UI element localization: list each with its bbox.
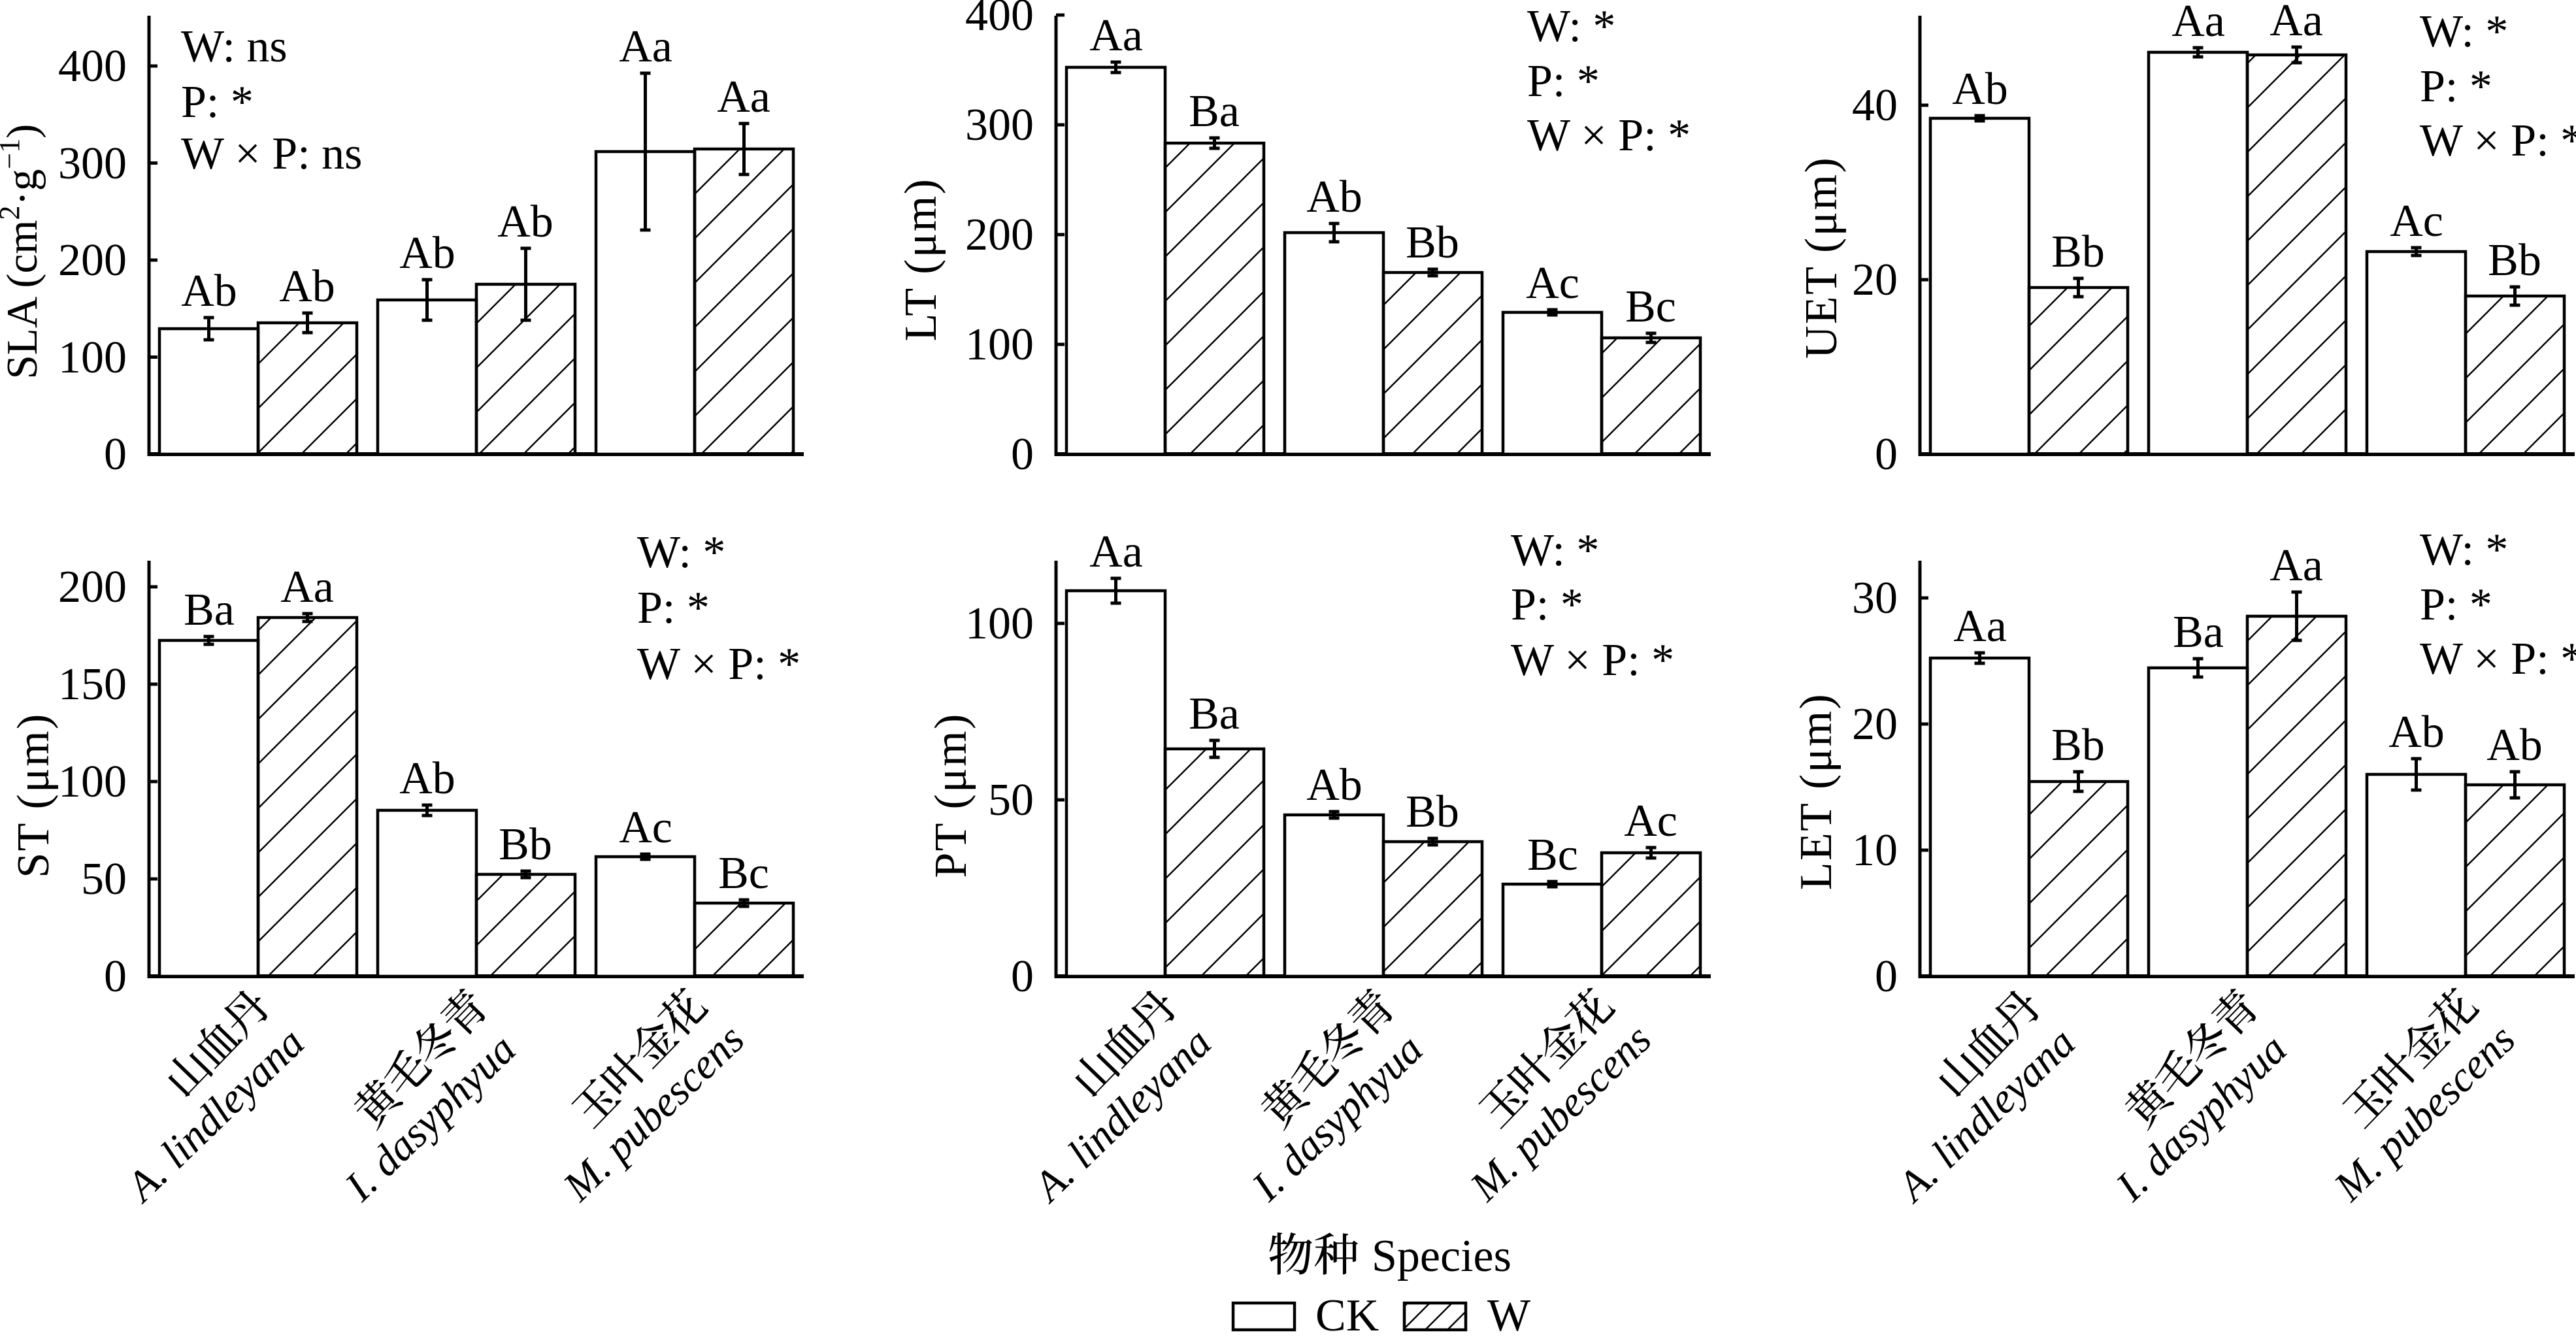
- svg-text:200: 200: [58, 562, 127, 612]
- svg-text:W: *: W: *: [2420, 7, 2508, 57]
- svg-text:P: *: P: *: [1511, 580, 1583, 630]
- svg-text:100: 100: [58, 333, 127, 383]
- svg-text:PT (μm): PT (μm): [926, 712, 976, 878]
- svg-text:50: 50: [988, 775, 1034, 825]
- svg-text:Ac: Ac: [2390, 196, 2443, 246]
- svg-text:0: 0: [1011, 429, 1034, 480]
- svg-text:UET (μm): UET (μm): [1796, 156, 1847, 359]
- svg-text:Aa: Aa: [619, 22, 672, 72]
- svg-text:LET (μm): LET (μm): [1791, 693, 1841, 890]
- svg-text:P: *: P: *: [1527, 56, 1600, 107]
- svg-text:150: 150: [58, 659, 127, 710]
- svg-text:Bc: Bc: [1527, 830, 1578, 880]
- svg-text:Ba: Ba: [2173, 607, 2224, 657]
- svg-text:50: 50: [81, 854, 127, 904]
- svg-text:P: *: P: *: [2420, 580, 2492, 630]
- svg-text:Ac: Ac: [619, 802, 672, 853]
- svg-text:Ab: Ab: [2486, 720, 2543, 770]
- svg-text:W × P: *: W × P: *: [637, 639, 801, 689]
- svg-text:W × P: ns: W × P: ns: [181, 129, 362, 179]
- svg-text:Ab: Ab: [2388, 707, 2445, 757]
- svg-text:P: *: P: *: [637, 583, 710, 633]
- svg-text:CK: CK: [1315, 1291, 1379, 1334]
- svg-text:30: 30: [1852, 573, 1898, 623]
- svg-text:Aa: Aa: [2270, 0, 2323, 46]
- svg-text:0: 0: [104, 951, 127, 1002]
- svg-text:Bc: Bc: [718, 848, 769, 899]
- svg-text:Species: Species: [1372, 1231, 1511, 1281]
- svg-text:20: 20: [1852, 699, 1898, 750]
- svg-text:Bb: Bb: [1406, 218, 1459, 268]
- svg-text:W: *: W: *: [1511, 525, 1599, 576]
- svg-text:100: 100: [58, 757, 127, 807]
- svg-text:Aa: Aa: [1089, 10, 1143, 61]
- svg-text:300: 300: [58, 139, 127, 189]
- svg-text:Ab: Ab: [497, 197, 553, 247]
- svg-text:Aa: Aa: [1089, 527, 1143, 577]
- svg-text:Bb: Bb: [2051, 227, 2105, 277]
- svg-text:200: 200: [965, 210, 1034, 260]
- svg-text:Ab: Ab: [279, 261, 335, 312]
- svg-text:W × P: *: W × P: *: [2420, 116, 2576, 166]
- svg-text:W: *: W: *: [2420, 525, 2508, 575]
- svg-text:Ba: Ba: [1189, 689, 1240, 739]
- svg-text:W × P: *: W × P: *: [1511, 635, 1674, 685]
- svg-text:400: 400: [58, 41, 127, 91]
- svg-text:Aa: Aa: [1953, 601, 2007, 652]
- svg-text:Ab: Ab: [1306, 760, 1362, 810]
- svg-text:Aa: Aa: [2171, 0, 2225, 46]
- svg-text:W: *: W: *: [1527, 1, 1615, 52]
- svg-text:200: 200: [58, 235, 127, 286]
- svg-text:40: 40: [1852, 80, 1898, 131]
- svg-text:Bb: Bb: [2488, 235, 2541, 286]
- svg-text:W × P: *: W × P: *: [2420, 634, 2576, 684]
- svg-text:W: *: W: *: [637, 527, 725, 578]
- svg-text:0: 0: [1875, 951, 1898, 1002]
- svg-text:W × P: *: W × P: *: [1527, 110, 1691, 161]
- svg-text:Ab: Ab: [399, 228, 455, 278]
- svg-text:LT (μm): LT (μm): [896, 178, 946, 342]
- svg-text:10: 10: [1852, 825, 1898, 876]
- svg-text:0: 0: [104, 429, 127, 480]
- svg-text:Ab: Ab: [181, 266, 237, 316]
- svg-text:Ba: Ba: [1189, 86, 1240, 137]
- svg-text:400: 400: [965, 0, 1034, 41]
- svg-text:Bc: Bc: [1625, 282, 1676, 332]
- svg-text:Aa: Aa: [280, 562, 334, 612]
- svg-text:W: ns: W: ns: [181, 22, 288, 72]
- svg-text:100: 100: [965, 599, 1034, 649]
- svg-text:Aa: Aa: [2270, 540, 2323, 591]
- svg-text:100: 100: [965, 320, 1034, 370]
- svg-text:P: *: P: *: [2420, 61, 2492, 112]
- svg-text:300: 300: [965, 100, 1034, 150]
- svg-text:0: 0: [1011, 951, 1034, 1002]
- svg-text:0: 0: [1875, 429, 1898, 480]
- svg-text:Ab: Ab: [399, 753, 455, 804]
- svg-text:P: *: P: *: [181, 77, 254, 127]
- svg-text:W: W: [1487, 1291, 1530, 1334]
- svg-text:Bb: Bb: [2051, 720, 2105, 770]
- svg-text:Bb: Bb: [499, 819, 552, 870]
- svg-text:Aa: Aa: [717, 72, 770, 122]
- svg-text:Ba: Ba: [184, 585, 235, 635]
- svg-text:Ac: Ac: [1624, 796, 1677, 846]
- svg-text:Ab: Ab: [1952, 64, 2008, 114]
- svg-text:Ab: Ab: [1306, 172, 1362, 222]
- svg-text:Bb: Bb: [1406, 787, 1459, 837]
- svg-text:20: 20: [1852, 255, 1898, 305]
- svg-text:Ac: Ac: [1526, 258, 1579, 308]
- svg-text:ST (μm): ST (μm): [8, 712, 59, 878]
